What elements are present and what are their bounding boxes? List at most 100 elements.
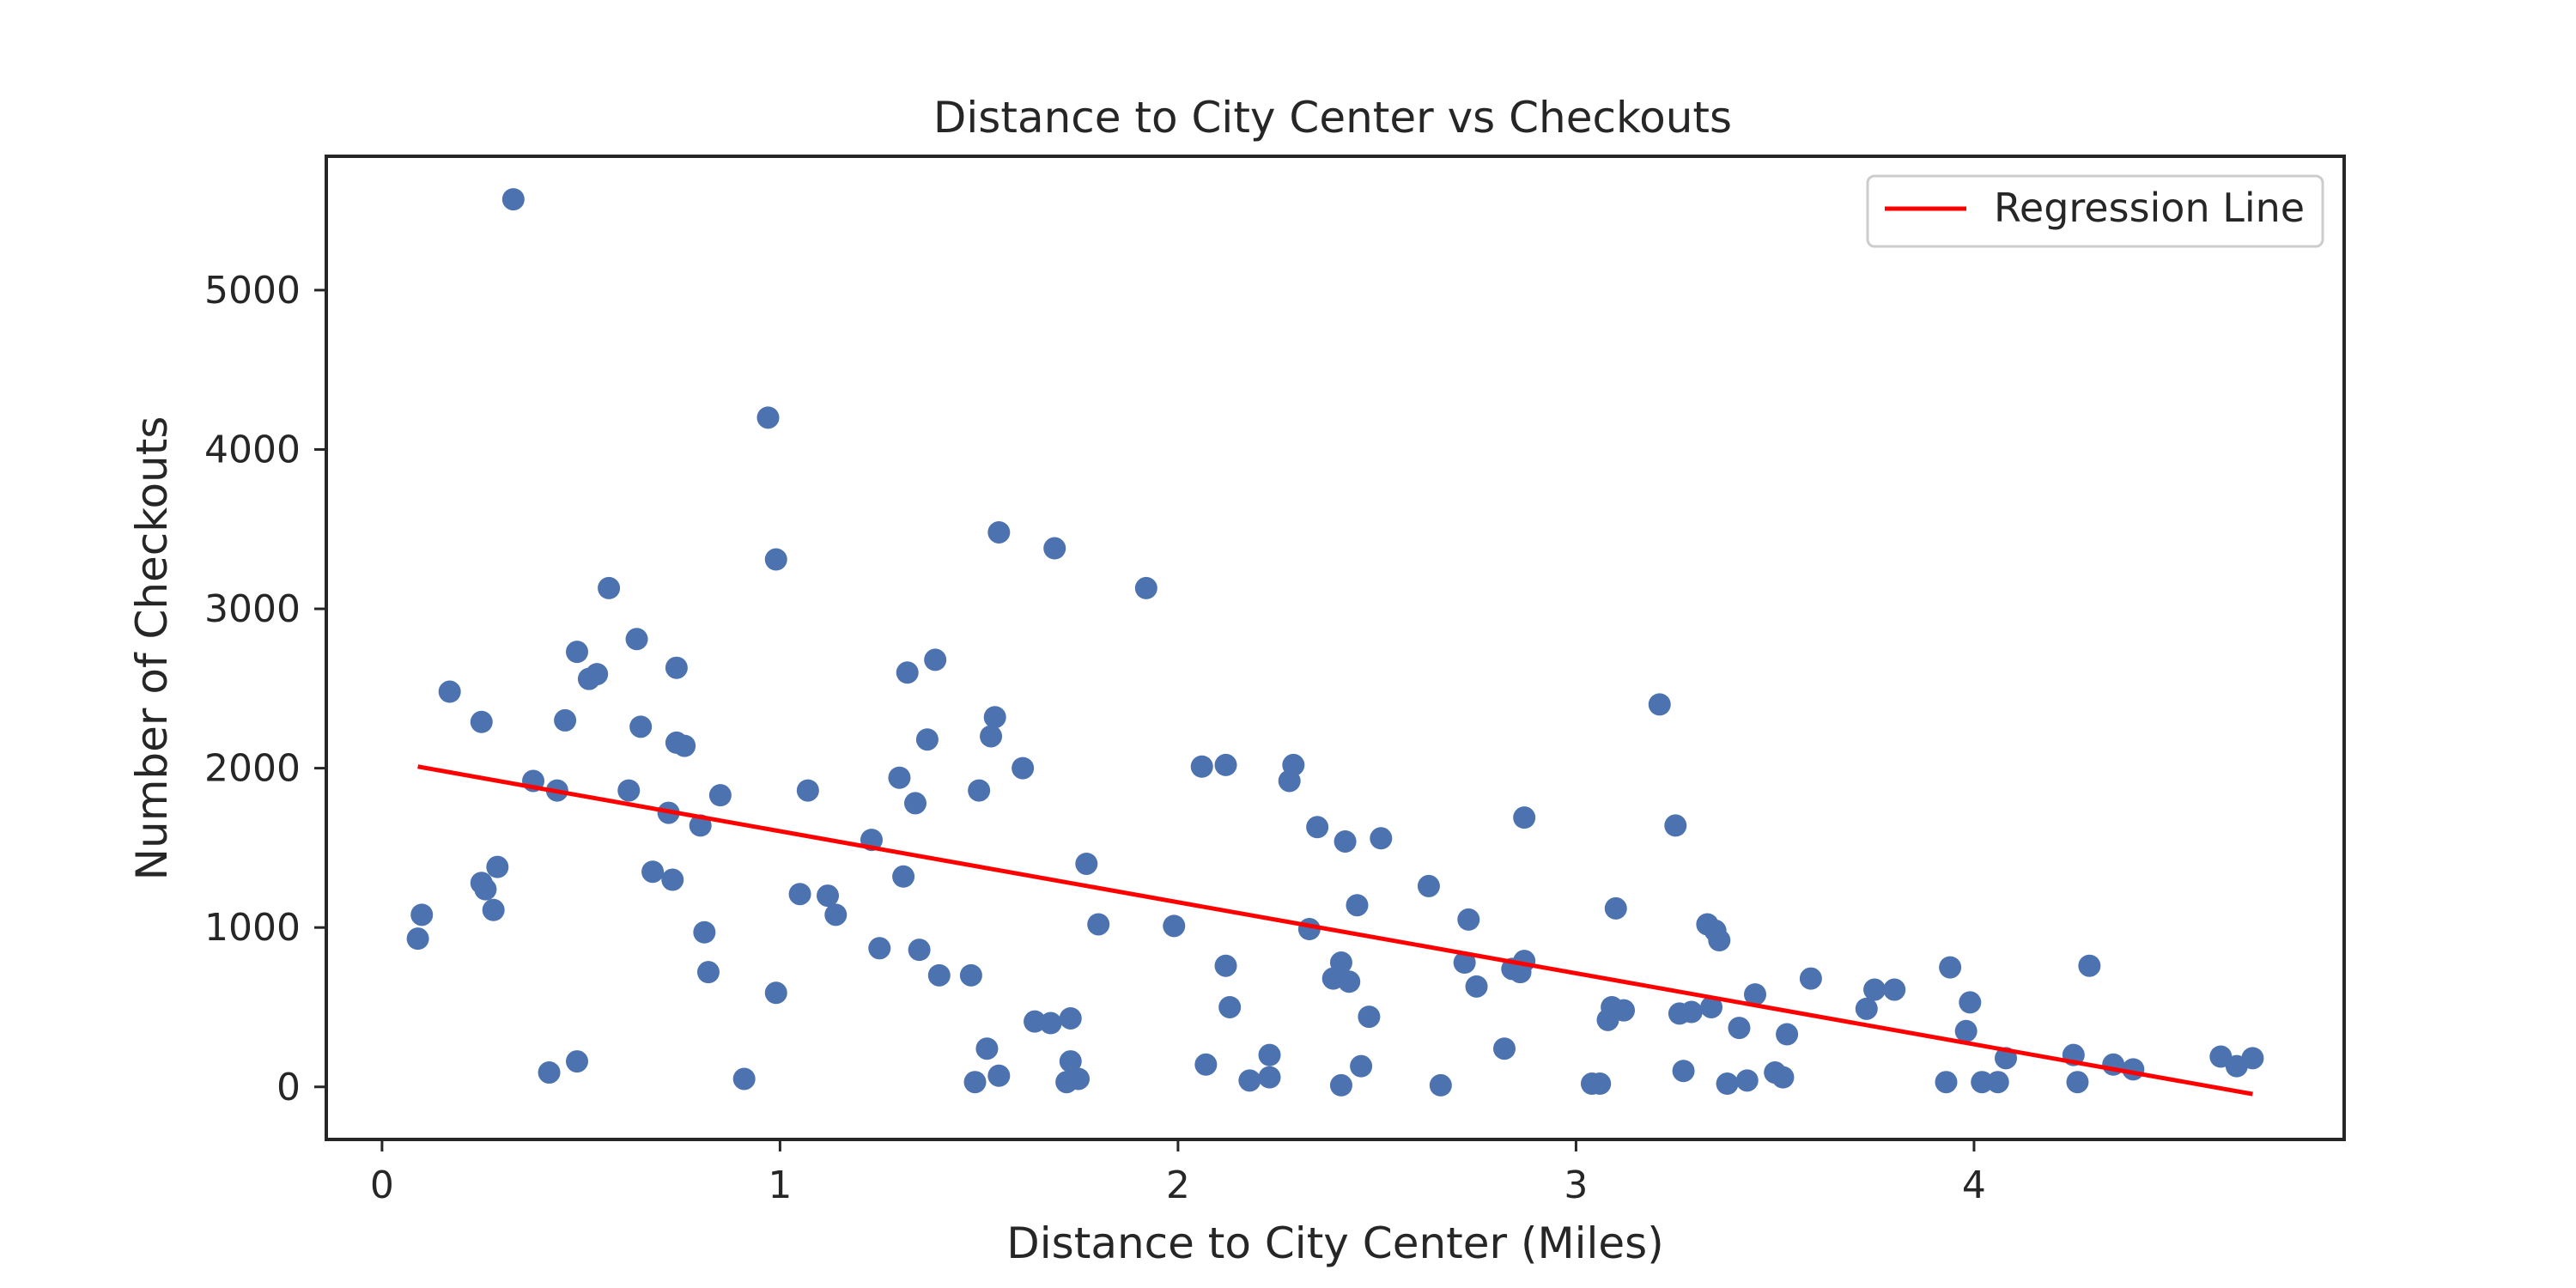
data-point — [1453, 951, 1476, 975]
data-point — [732, 1067, 756, 1091]
data-point — [1613, 999, 1636, 1022]
data-point — [641, 860, 665, 884]
data-point — [1457, 908, 1480, 931]
data-point — [538, 1061, 561, 1084]
data-point — [1358, 1005, 1381, 1029]
data-point — [438, 680, 461, 703]
data-point — [764, 548, 787, 571]
x-axis-label: Distance to City Center (Miles) — [1006, 1218, 1663, 1268]
data-point — [1939, 956, 1962, 979]
data-point — [968, 779, 991, 802]
x-tick-label: 1 — [768, 1163, 792, 1207]
data-point — [764, 981, 787, 1005]
data-point — [1700, 995, 1723, 1018]
data-point — [1370, 827, 1393, 850]
data-point — [1664, 814, 1687, 837]
data-point — [963, 1071, 987, 1094]
data-point — [673, 734, 696, 757]
x-tick-label: 3 — [1564, 1163, 1588, 1207]
data-point — [1163, 914, 1186, 938]
data-point — [2078, 954, 2101, 977]
y-axis: 0 1000 2000 3000 4000 5000 — [204, 269, 326, 1109]
data-point — [708, 784, 732, 807]
data-point — [1087, 913, 1110, 936]
data-point — [554, 708, 577, 732]
data-point — [1218, 995, 1242, 1018]
data-point — [888, 766, 911, 789]
data-point — [987, 1064, 1011, 1087]
data-point — [586, 663, 609, 686]
data-point — [1799, 967, 1822, 990]
data-point — [980, 725, 1003, 748]
data-point — [2241, 1047, 2264, 1070]
data-point — [617, 779, 641, 802]
data-point — [1716, 1072, 1739, 1096]
data-point — [1059, 1006, 1082, 1030]
data-point — [410, 903, 434, 927]
data-point — [598, 576, 621, 599]
y-tick-label: 3000 — [204, 587, 301, 631]
data-point — [817, 884, 840, 908]
data-point — [1735, 1069, 1759, 1092]
data-point — [566, 1050, 589, 1073]
data-point — [625, 628, 648, 651]
data-point — [1589, 1072, 1612, 1096]
data-point — [566, 641, 589, 664]
data-point — [1334, 829, 1357, 853]
legend-box — [1866, 174, 2324, 248]
data-point — [1214, 954, 1237, 977]
data-point — [1513, 806, 1536, 829]
data-point — [1465, 975, 1488, 998]
data-point — [1728, 1017, 1751, 1040]
data-point — [1306, 816, 1329, 839]
data-point — [892, 865, 915, 888]
data-point — [1648, 693, 1671, 716]
y-tick-label: 2000 — [204, 747, 301, 791]
data-point — [470, 710, 493, 733]
data-point — [1935, 1071, 1958, 1094]
y-axis-label: Number of Checkouts — [127, 416, 177, 881]
data-point — [1039, 1012, 1062, 1035]
data-point — [474, 878, 497, 901]
data-point — [1959, 991, 1982, 1014]
plot-frame — [325, 155, 2346, 1141]
data-point — [975, 1037, 999, 1060]
regression-line — [417, 764, 2253, 1097]
data-point — [1282, 753, 1305, 776]
data-point — [1604, 896, 1627, 920]
data-point — [908, 939, 931, 962]
data-point — [1134, 576, 1157, 599]
y-tick-label: 4000 — [204, 428, 301, 471]
data-point — [1672, 1060, 1695, 1083]
data-point — [1708, 929, 1731, 952]
data-point — [788, 883, 811, 906]
data-point — [486, 855, 509, 878]
data-point — [1680, 1000, 1703, 1024]
data-point — [1492, 1037, 1516, 1060]
data-point — [661, 868, 684, 891]
data-point — [501, 188, 525, 211]
data-point — [959, 963, 982, 987]
data-point — [796, 779, 819, 802]
data-point — [1075, 852, 1098, 875]
data-point — [1214, 753, 1237, 776]
x-axis: 0 1 2 3 4 — [370, 1139, 1986, 1207]
y-tick-label: 0 — [276, 1066, 301, 1109]
data-point — [756, 406, 780, 429]
data-point — [1954, 1019, 1978, 1042]
data-point — [2066, 1071, 2089, 1094]
y-tick-label: 5000 — [204, 269, 301, 313]
data-point — [1067, 1067, 1091, 1091]
data-point — [1258, 1043, 1281, 1066]
x-tick-label: 4 — [1962, 1163, 1986, 1207]
data-point — [482, 898, 505, 921]
data-point — [1776, 1023, 1799, 1046]
data-point — [696, 961, 720, 984]
data-point — [868, 937, 891, 960]
data-point — [824, 903, 848, 927]
data-point — [1194, 1053, 1218, 1076]
data-point — [1329, 1073, 1352, 1097]
data-point — [915, 728, 939, 751]
data-point — [896, 661, 919, 684]
